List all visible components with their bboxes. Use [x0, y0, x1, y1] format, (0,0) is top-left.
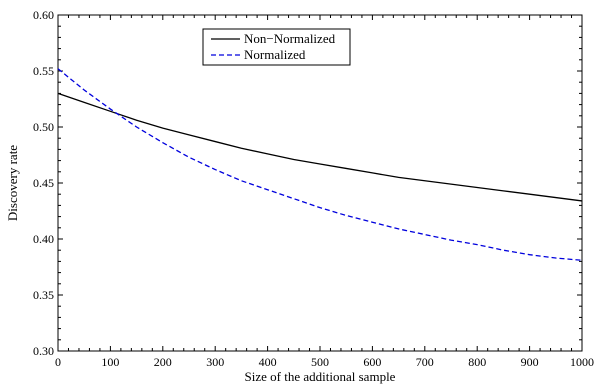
series-line-non-normalized: [57, 92, 583, 202]
y-axis-title: Discovery rate: [5, 145, 20, 221]
x-tick-label: 300: [206, 355, 224, 369]
y-tick-label: 0.30: [33, 344, 54, 358]
legend: Non−Normalized Normalized: [202, 28, 351, 66]
y-tick-label: 0.50: [33, 120, 54, 134]
x-tick-label: 400: [259, 355, 277, 369]
y-tick-label: 0.35: [33, 288, 54, 302]
x-tick-label: 600: [363, 355, 381, 369]
legend-box: [202, 28, 351, 66]
y-tick-label: 0.60: [33, 8, 54, 22]
x-axis: 0 100 200 300 400 500 600 700 800 900 1000: [55, 15, 594, 369]
y-tick-label: 0.55: [33, 64, 54, 78]
series-line-normalized: [57, 68, 583, 261]
x-tick-label: 200: [154, 355, 172, 369]
y-axis: 0.30 0.35 0.40 0.45 0.50 0.55 0.60: [33, 8, 582, 358]
y-tick-label: 0.45: [33, 176, 54, 190]
x-axis-title: Size of the additional sample: [245, 369, 396, 384]
x-tick-label: 900: [521, 355, 539, 369]
x-tick-label: 0: [55, 355, 61, 369]
legend-label-non-normalized: Non−Normalized: [244, 31, 336, 46]
x-tick-label: 500: [311, 355, 329, 369]
y-tick-label: 0.40: [33, 232, 54, 246]
legend-label-normalized: Normalized: [244, 47, 306, 62]
x-tick-label: 800: [468, 355, 486, 369]
x-tick-label: 700: [416, 355, 434, 369]
x-tick-label: 1000: [570, 355, 594, 369]
x-tick-label: 100: [101, 355, 119, 369]
series-layer: [57, 68, 583, 261]
